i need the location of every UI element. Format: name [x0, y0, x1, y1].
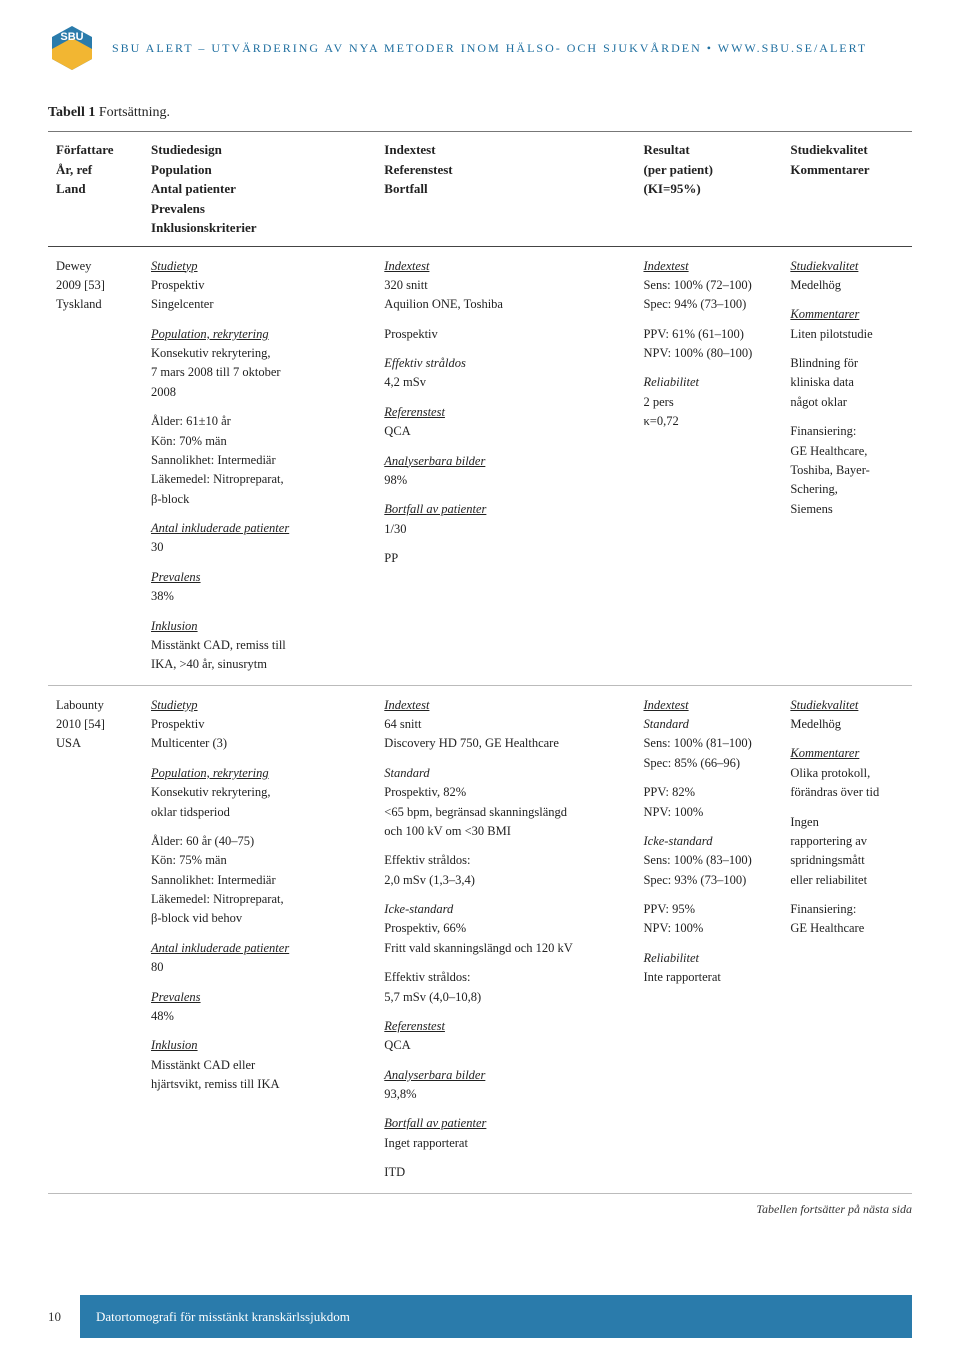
study-table: Författare År, ref Land Studiedesign Pop… [48, 131, 912, 1194]
table-row: Dewey 2009 [53] Tyskland Studietyp Prosp… [48, 246, 912, 685]
content: Tabell 1 Fortsättning. Författare År, re… [0, 102, 960, 1218]
cell-author: Labounty 2010 [54] USA [48, 685, 143, 1193]
table-caption: Tabell 1 Fortsättning. [48, 102, 912, 123]
col-result: Resultat (per patient) (KI=95%) [635, 132, 782, 247]
col-author: Författare År, ref Land [48, 132, 143, 247]
cell-result: Indextest Sens: 100% (72–100) Spec: 94% … [635, 246, 782, 685]
page-number: 10 [48, 1307, 80, 1327]
continuation-note: Tabellen fortsätter på nästa sida [48, 1200, 912, 1218]
page-header: SBU SBU ALERT – UTVÄRDERING AV NYA METOD… [0, 0, 960, 90]
col-quality: Studiekvalitet Kommentarer [782, 132, 912, 247]
sbu-logo-icon: SBU [48, 24, 96, 72]
col-index: Indextest Referenstest Bortfall [376, 132, 635, 247]
cell-author: Dewey 2009 [53] Tyskland [48, 246, 143, 685]
cell-design: Studietyp Prospektiv Singelcenter Popula… [143, 246, 376, 685]
cell-index: Indextest 64 snitt Discovery HD 750, GE … [376, 685, 635, 1193]
cell-design: Studietyp Prospektiv Multicenter (3) Pop… [143, 685, 376, 1193]
caption-label: Tabell 1 [48, 105, 95, 120]
page-footer: 10 Datortomografi för misstänkt kranskär… [48, 1295, 912, 1339]
caption-rest: Fortsättning. [95, 105, 170, 120]
cell-quality: Studiekvalitet Medelhög Kommentarer Olik… [782, 685, 912, 1193]
header-text: SBU ALERT – UTVÄRDERING AV NYA METODER I… [112, 39, 867, 57]
page: SBU SBU ALERT – UTVÄRDERING AV NYA METOD… [0, 0, 960, 1358]
col-design: Studiedesign Population Antal patienter … [143, 132, 376, 247]
cell-quality: Studiekvalitet Medelhög Kommentarer Lite… [782, 246, 912, 685]
cell-index: Indextest 320 snitt Aquilion ONE, Toshib… [376, 246, 635, 685]
cell-result: Indextest Standard Sens: 100% (81–100) S… [635, 685, 782, 1193]
footer-title: Datortomografi för misstänkt kranskärlss… [80, 1295, 912, 1339]
svg-text:SBU: SBU [60, 31, 83, 43]
table-row: Labounty 2010 [54] USA Studietyp Prospek… [48, 685, 912, 1193]
table-header-row: Författare År, ref Land Studiedesign Pop… [48, 132, 912, 247]
